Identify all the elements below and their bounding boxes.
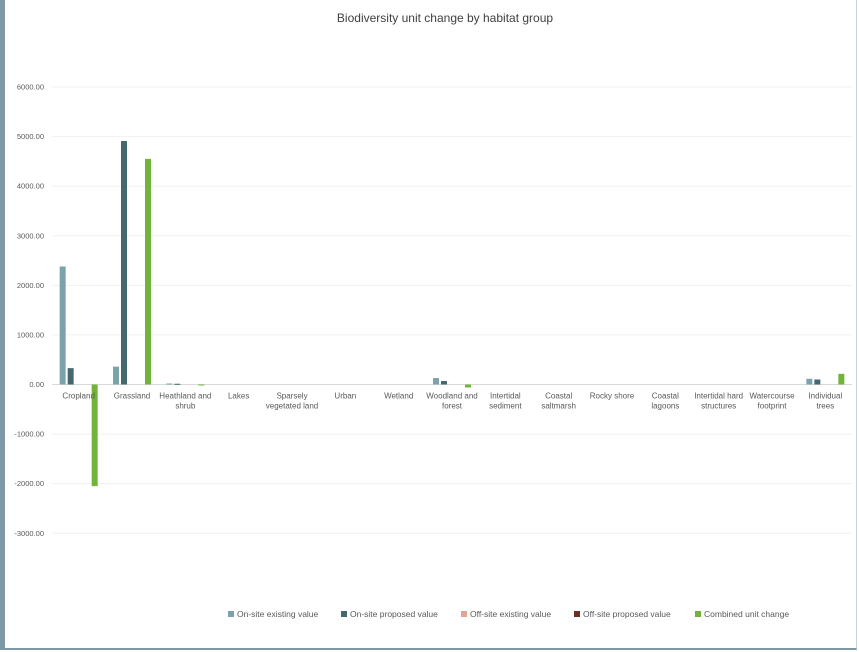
bar (441, 381, 447, 385)
x-tick-label: Intertidal sediment (489, 392, 522, 411)
y-tick-label: -1000.00 (14, 430, 44, 439)
bar (166, 383, 173, 385)
axis-layer: 6000.00 5000.00 4000.00 3000.00 2000.00 1000.… (14, 83, 842, 538)
x-tick-label-line: Wetland (384, 392, 413, 401)
y-tick-label: 4000.00 (17, 182, 44, 191)
x-tick-label: Intertidal hard structures (694, 392, 743, 411)
x-tick-label-line: Heathland and (159, 392, 211, 401)
legend-swatch (574, 611, 580, 617)
x-tick-label-line: Urban (334, 392, 356, 401)
x-tick-label-line: Intertidal (490, 392, 521, 401)
bar (145, 158, 151, 385)
chart-title: Biodiversity unit change by habitat grou… (337, 11, 553, 25)
y-tick-label: 3000.00 (17, 231, 44, 240)
x-tick-label: Coastal saltmarsh (541, 392, 576, 411)
x-tick-label: Sparsely vegetated land (266, 392, 319, 411)
y-tick-label: 0.00 (29, 380, 44, 389)
x-tick-label-line: shrub (175, 402, 196, 411)
grid-layer (52, 86, 852, 534)
x-tick-label-line: Grassland (114, 392, 150, 401)
bar (59, 266, 66, 385)
x-tick-label-line: vegetated land (266, 402, 319, 411)
x-tick-label: Rocky shore (590, 392, 635, 401)
legend-label: Combined unit change (704, 609, 789, 619)
bar (838, 373, 845, 385)
bars-layer (59, 141, 845, 487)
y-tick-label: -2000.00 (14, 479, 44, 488)
x-tick-label-line: Woodland and (426, 392, 477, 401)
x-tick-label: Urban (334, 392, 356, 401)
x-tick-label-line: saltmarsh (541, 402, 576, 411)
legend-label: On-site proposed value (350, 609, 438, 619)
x-tick-label-line: trees (816, 402, 834, 411)
x-tick-label: Individual trees (808, 392, 842, 411)
x-tick-label: Wetland (384, 392, 413, 401)
x-tick-label-line: Lakes (228, 392, 249, 401)
y-tick-label: 5000.00 (17, 132, 44, 141)
legend-swatch (341, 611, 347, 617)
x-tick-label-line: Intertidal hard (694, 392, 743, 401)
y-tick-label: 2000.00 (17, 281, 44, 290)
x-tick-label-line: Individual (808, 392, 842, 401)
bar (198, 384, 205, 386)
bar (121, 141, 127, 385)
x-tick-label-line: Coastal (652, 392, 679, 401)
bar (433, 378, 439, 385)
legend-label: Off-site proposed value (583, 609, 671, 619)
bar (67, 368, 74, 385)
x-tick-label-line: Cropland (62, 392, 94, 401)
y-tick-label: 1000.00 (17, 330, 44, 339)
legend-label: On-site existing value (237, 609, 319, 619)
x-tick-label-line: sediment (489, 402, 522, 411)
chart-svg: Biodiversity unit change by habitat grou… (14, 11, 852, 619)
x-tick-label-line: Coastal (545, 392, 572, 401)
x-tick-label-line: Rocky shore (590, 392, 635, 401)
bar (814, 379, 821, 385)
legend-swatch (228, 611, 234, 617)
x-tick-label: Watercourse footprint (749, 392, 795, 411)
x-tick-label: Grassland (114, 392, 150, 401)
bar (113, 366, 119, 385)
chart-legend: On-site existing value On-site proposed v… (228, 609, 789, 619)
y-tick-label: -3000.00 (14, 529, 44, 538)
bar (174, 383, 181, 385)
x-tick-label: Lakes (228, 392, 249, 401)
legend-swatch (461, 611, 467, 617)
x-tick-label: Cropland (62, 392, 94, 401)
x-tick-label-line: Watercourse (749, 392, 795, 401)
x-tick-label-line: structures (701, 402, 736, 411)
x-tick-label: Woodland and forest (426, 392, 477, 411)
legend-swatch (695, 611, 701, 617)
bar (806, 378, 813, 385)
y-tick-label: 6000.00 (17, 83, 44, 92)
x-tick-label-line: forest (442, 402, 463, 411)
x-tick-label-line: footprint (758, 402, 788, 411)
x-tick-label-line: lagoons (651, 402, 679, 411)
x-tick-label: Heathland and shrub (159, 392, 211, 411)
legend-label: Off-site existing value (470, 609, 551, 619)
x-tick-label: Coastal lagoons (651, 392, 679, 411)
bar (465, 384, 471, 388)
x-tick-label-line: Sparsely (276, 392, 307, 401)
bar (91, 384, 98, 487)
